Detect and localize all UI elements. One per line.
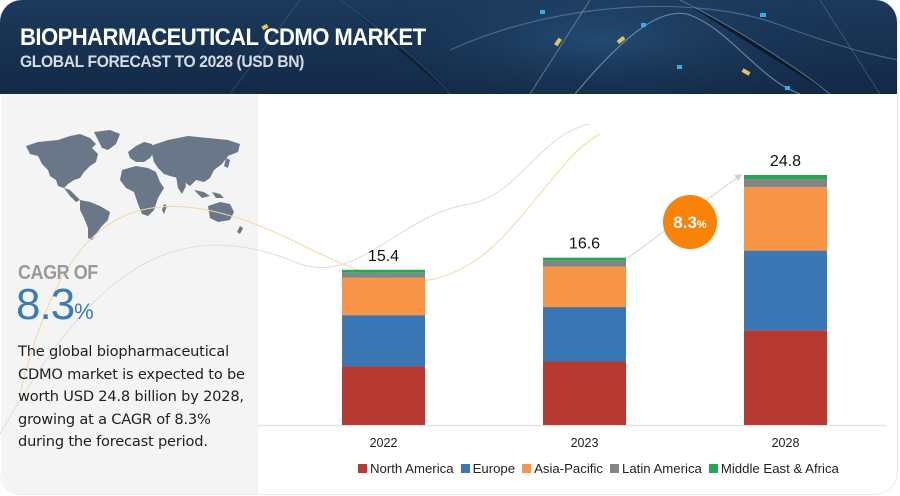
bar-segment-asia-pacific-2023 (543, 266, 626, 308)
legend-swatch-icon (522, 464, 532, 473)
page-title: BIOPHARMACEUTICAL CDMO MARKET (20, 24, 426, 51)
legend-item: Asia-Pacific (522, 461, 603, 476)
bar-segment-north-america-2028 (744, 330, 827, 425)
cagr-badge-unit: % (697, 219, 707, 231)
legend-swatch-icon (460, 464, 470, 473)
bar-segment-middle-east-africa-2022 (342, 269, 425, 273)
bar-segment-europe-2028 (744, 250, 827, 331)
legend-label: Europe (472, 461, 516, 476)
bar-segment-latin-america-2022 (342, 272, 425, 278)
cagr-badge-label: 8.3% (673, 213, 707, 232)
cagr-value: 8.3% (16, 280, 94, 334)
bar-segment-europe-2023 (543, 307, 626, 362)
bar-segment-middle-east-africa-2023 (543, 257, 626, 261)
legend-item: Latin America (609, 461, 702, 476)
header-light-trails-decoration (229, 0, 897, 94)
cagr-label: CAGR OF (18, 262, 98, 284)
page-subtitle: GLOBAL FORECAST TO 2028 (USD BN) (20, 52, 304, 71)
background-curves-decoration (0, 123, 601, 435)
cagr-badge-number: 8.3 (673, 213, 697, 232)
legend-label: Latin America (621, 461, 702, 476)
world-map-icon (26, 130, 243, 240)
legend-item: Middle East & Africa (708, 461, 839, 476)
arrow-head-icon (734, 174, 742, 181)
legend-label: Middle East & Africa (720, 461, 839, 476)
bar-segment-middle-east-africa-2028 (744, 175, 827, 180)
legend-swatch-icon (609, 464, 619, 473)
legend-label: North America (370, 461, 454, 476)
bar-total-label: 16.6 (569, 236, 600, 253)
bar-segment-latin-america-2028 (744, 179, 827, 188)
legend-label: Asia-Pacific (534, 461, 603, 476)
bar-segment-north-america-2023 (543, 361, 626, 425)
x-tick-label: 2028 (772, 436, 800, 450)
legend-item: North America (358, 461, 454, 476)
legend-swatch-icon (358, 464, 367, 473)
cagr-unit: % (74, 299, 94, 324)
legend-item: Europe (460, 461, 516, 476)
cagr-number: 8.3 (16, 280, 75, 329)
header-banner: BIOPHARMACEUTICAL CDMO MARKET GLOBAL FOR… (0, 0, 897, 94)
market-description: The global biopharmaceutical CDMO market… (18, 343, 245, 450)
bar-segment-north-america-2022 (342, 366, 425, 425)
bar-segment-asia-pacific-2028 (744, 187, 827, 251)
bar-segment-latin-america-2023 (543, 260, 626, 267)
bar-total-label: 15.4 (368, 248, 399, 265)
x-tick-label: 2022 (370, 436, 398, 450)
bar-segment-europe-2022 (342, 315, 425, 367)
cagr-badge (663, 195, 717, 249)
x-tick-label: 2023 (571, 436, 599, 450)
bar-total-label: 24.8 (770, 153, 801, 170)
bar-segment-asia-pacific-2022 (342, 277, 425, 316)
chart-legend: North America Europe Asia-Pacific Latin Ame… (358, 461, 839, 476)
stacked-bar-chart: 15.4 2022 16.6 2023 24.8 2028 8.3% (258, 153, 886, 450)
legend-swatch-icon (708, 464, 718, 473)
